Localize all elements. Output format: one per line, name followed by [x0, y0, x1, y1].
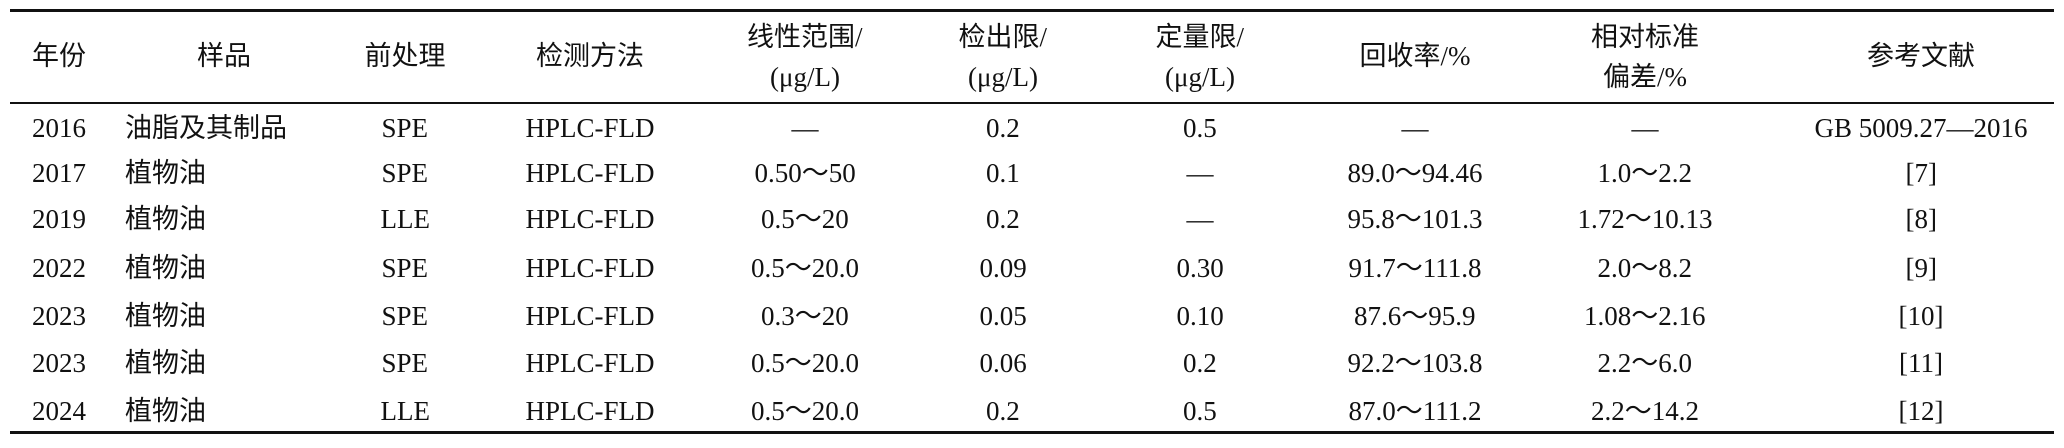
table-cell: HPLC-FLD: [525, 113, 655, 143]
table-cell: 植物油: [125, 348, 206, 378]
header-cell: 偏差/%: [1603, 62, 1687, 92]
table-cell: 2.2～14.2: [1591, 396, 1699, 426]
table-cell: 87.0～111.2: [1348, 396, 1482, 426]
table-cell: GB 5009.27—2016: [1814, 113, 2028, 143]
table-cell: [9]: [1905, 253, 1937, 283]
table-cell: SPE: [381, 113, 429, 143]
table-cell: 0.5～20.0: [751, 396, 859, 426]
table-cell: 2017: [32, 158, 86, 188]
table-cell: —: [791, 113, 819, 143]
table-cell: 植物油: [125, 396, 206, 426]
table-cell: HPLC-FLD: [525, 253, 655, 283]
table-cell: 2023: [32, 348, 86, 378]
table-cell: 2.0～8.2: [1597, 253, 1693, 283]
table-cell: 0.2: [1183, 348, 1217, 378]
table-cell: LLE: [380, 204, 430, 234]
table-cell: [11]: [1899, 348, 1943, 378]
table-cell: —: [1631, 113, 1659, 143]
table-cell: [12]: [1898, 396, 1944, 426]
table-cell: HPLC-FLD: [525, 348, 655, 378]
table-cell: 0.2: [986, 396, 1020, 426]
table-cell: 87.6～95.9: [1354, 301, 1476, 331]
table-cell: HPLC-FLD: [525, 396, 655, 426]
header-cell: 回收率/%: [1359, 41, 1471, 71]
table-cell: 89.0～94.46: [1347, 158, 1483, 188]
table-cell: SPE: [381, 158, 429, 188]
table-cell: LLE: [380, 396, 430, 426]
table-cell: 0.5: [1183, 396, 1217, 426]
table-cell: 0.5～20.0: [751, 348, 859, 378]
table-cell: 0.05: [979, 301, 1027, 331]
header-cell: 定量限/: [1155, 22, 1245, 52]
table-cell: 0.2: [986, 204, 1020, 234]
table-cell: 植物油: [125, 253, 206, 283]
table-cell: 1.08～2.16: [1584, 301, 1706, 331]
table-cell: SPE: [381, 301, 429, 331]
table-cell: 0.2: [986, 113, 1020, 143]
header-rule: [10, 102, 2054, 104]
table-cell: 2023: [32, 301, 86, 331]
table-cell: —: [1401, 113, 1429, 143]
header-cell: 检测方法: [536, 41, 644, 71]
table-cell: 2.2～6.0: [1597, 348, 1693, 378]
table-cell: 0.50～50: [754, 158, 856, 188]
table-cell: [7]: [1905, 158, 1937, 188]
table-cell: 0.30: [1176, 253, 1224, 283]
table-cell: 1.72～10.13: [1577, 204, 1713, 234]
header-cell: 前处理: [364, 41, 446, 71]
table-cell: 0.10: [1176, 301, 1224, 331]
table-cell: [8]: [1905, 204, 1937, 234]
table-cell: —: [1186, 158, 1214, 188]
table-cell: 0.09: [979, 253, 1027, 283]
table-cell: 植物油: [125, 301, 206, 331]
table-cell: 0.3～20: [761, 301, 849, 331]
table-cell: 95.8～101.3: [1347, 204, 1483, 234]
table-cell: SPE: [381, 253, 429, 283]
table-cell: 2019: [32, 204, 86, 234]
table-cell: 0.5: [1183, 113, 1217, 143]
table-cell: [10]: [1898, 301, 1944, 331]
table-cell: 油脂及其制品: [125, 113, 287, 143]
top-rule: [10, 9, 2054, 12]
table-cell: 0.06: [979, 348, 1027, 378]
header-cell: (μg/L): [770, 62, 840, 92]
header-cell: (μg/L): [1165, 62, 1235, 92]
table-cell: 植物油: [125, 158, 206, 188]
table-cell: 2022: [32, 253, 86, 283]
header-cell: 相对标准: [1591, 22, 1699, 52]
header-cell: 检出限/: [958, 22, 1048, 52]
table-cell: 2016: [32, 113, 86, 143]
header-cell: (μg/L): [968, 62, 1038, 92]
table-cell: 0.1: [986, 158, 1020, 188]
table-cell: 0.5～20.0: [751, 253, 859, 283]
table-cell: SPE: [381, 348, 429, 378]
table-cell: 91.7～111.8: [1348, 253, 1482, 283]
header-cell: 参考文献: [1867, 41, 1975, 71]
table-cell: 植物油: [125, 204, 206, 234]
table-cell: —: [1186, 204, 1214, 234]
header-cell: 年份: [32, 41, 86, 71]
header-cell: 样品: [197, 41, 251, 71]
table-cell: 92.2～103.8: [1347, 348, 1483, 378]
table-cell: HPLC-FLD: [525, 204, 655, 234]
header-cell: 线性范围/: [747, 22, 863, 52]
table-cell: HPLC-FLD: [525, 301, 655, 331]
table-cell: 1.0～2.2: [1597, 158, 1693, 188]
table-cell: HPLC-FLD: [525, 158, 655, 188]
bottom-rule: [10, 431, 2054, 434]
table-cell: 0.5～20: [761, 204, 849, 234]
table-cell: 2024: [32, 396, 86, 426]
